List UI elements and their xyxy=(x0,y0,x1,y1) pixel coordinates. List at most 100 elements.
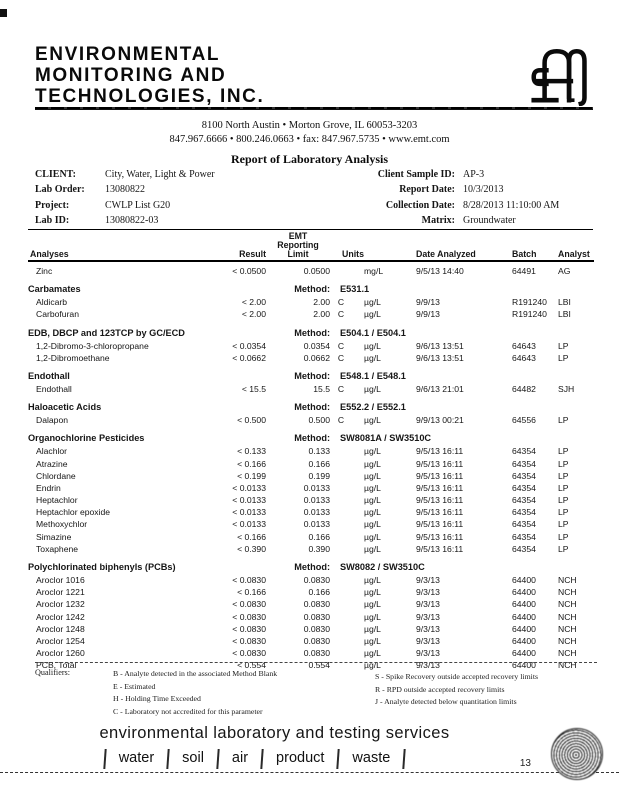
analyte-name: 1,2-Dibromo-3-chloropropane xyxy=(36,340,149,351)
analyte-date-analyzed: 9/5/13 16:11 xyxy=(416,470,464,481)
analyte-units: µg/L xyxy=(364,340,381,351)
footer-tab-label: product xyxy=(276,750,325,766)
footer-tab-cell: water xyxy=(102,748,167,769)
analyte-batch: R191240 xyxy=(512,297,547,308)
col-header-batch: Batch xyxy=(512,249,537,259)
analyte-analyst: LP xyxy=(558,519,569,530)
analyte-name: Aroclor 1016 xyxy=(36,575,85,585)
analyte-analyst: LP xyxy=(558,352,569,363)
analyte-analyst: NCH xyxy=(558,623,577,634)
info-label: Matrix: xyxy=(421,215,455,227)
analyte-name: Aroclor 1260 xyxy=(36,648,85,659)
analyte-date-analyzed: 9/5/13 16:11 xyxy=(416,519,464,530)
analyte-analyst: LP xyxy=(558,482,569,493)
sample-info-block: Client Sample ID: AP-3 Report Date: 10/3/2… xyxy=(315,167,595,229)
analyte-date-analyzed: 9/3/13 xyxy=(416,599,440,610)
analyte-analyst: LP xyxy=(558,470,569,481)
analyte-date-analyzed: 9/6/13 13:51 xyxy=(416,340,464,351)
section-title: Haloacetic Acids xyxy=(28,402,102,413)
section-title: Organochlorine Pesticides xyxy=(28,433,145,444)
analyte-qualifier xyxy=(330,543,352,555)
analyte-reporting-limit: 0.166 xyxy=(308,587,330,598)
analyte-batch: 64482 xyxy=(512,383,536,394)
info-label: Report Date: xyxy=(399,184,455,196)
analyte-row: Aroclor 1221 < 0.166 0.166 µg/L 9/3/13 6… xyxy=(28,586,594,598)
section-title: Carbamates xyxy=(28,284,81,295)
analyte-reporting-limit: 2.00 xyxy=(313,297,330,308)
footer-divider xyxy=(0,772,619,773)
analysis-section: Organochlorine Pesticides Method: SW8081… xyxy=(28,432,594,555)
col-header-limit-line: EMT xyxy=(288,231,308,241)
analyte-batch: 64354 xyxy=(512,531,536,542)
analyte-name: Dalapon xyxy=(36,415,69,426)
analyte-date-analyzed: 9/3/13 xyxy=(416,648,440,659)
analyte-row: Endothall < 15.5 15.5 C µg/L 9/6/13 21:0… xyxy=(28,383,594,395)
analyte-date-analyzed: 9/3/13 xyxy=(416,660,440,671)
section-rows: Endothall < 15.5 15.5 C µg/L 9/6/13 21:0… xyxy=(28,383,594,395)
method-label: Method: xyxy=(294,402,330,413)
analyte-units: µg/L xyxy=(364,519,381,530)
analyte-result: < 2.00 xyxy=(241,297,266,308)
analyte-row: Endrin < 0.0133 0.0133 µg/L 9/5/13 16:11… xyxy=(28,482,594,494)
section-header-row: Organochlorine Pesticides Method: SW8081… xyxy=(28,432,594,445)
analyte-qualifier: C xyxy=(337,309,345,320)
analyte-batch: 64400 xyxy=(512,648,536,659)
info-value: City, Water, Light & Power xyxy=(105,169,215,180)
analyte-batch: 64643 xyxy=(512,340,536,351)
section-rows: Aroclor 1016 < 0.0830 0.0830 µg/L 9/3/13… xyxy=(28,574,594,672)
analyte-date-analyzed: 9/3/13 xyxy=(416,611,440,622)
results-header-row: Analyses Result EMT Reporting Limit Unit… xyxy=(28,232,594,260)
analyte-units: µg/L xyxy=(364,611,381,622)
certification-seal-icon xyxy=(551,728,603,780)
footer-tab-cell: waste xyxy=(336,748,403,769)
analyte-analyst: NCH xyxy=(558,587,577,598)
analyte-row: Aroclor 1242 < 0.0830 0.0830 µg/L 9/3/13… xyxy=(28,611,594,623)
footer-tabs-row: water soil air product xyxy=(102,748,404,769)
info-row: Lab Order: 13080822 xyxy=(35,182,325,197)
analyte-qualifier xyxy=(330,586,352,598)
section-header-row: Haloacetic Acids Method: E552.2 / E552.1 xyxy=(28,401,594,414)
analyte-name: Aroclor 1248 xyxy=(36,623,85,634)
analyte-units: µg/L xyxy=(364,495,381,506)
analyte-qualifier xyxy=(330,611,352,623)
method-label: Method: xyxy=(294,284,330,295)
analyte-row: Methoxychlor < 0.0133 0.0133 µg/L 9/5/13… xyxy=(28,518,594,530)
company-name-line: ENVIRONMENTAL xyxy=(35,44,221,65)
analyte-result: < 0.0662 xyxy=(232,352,266,363)
section-header-row: EDB, DBCP and 123TCP by GC/ECD Method: E… xyxy=(28,327,594,340)
analyte-reporting-limit: 0.133 xyxy=(308,446,330,457)
method-label: Method: xyxy=(294,327,330,338)
qualifiers-right-column: S - Spike Recovery outside accepted reco… xyxy=(375,668,597,718)
info-divider xyxy=(28,229,593,230)
analyte-units: mg/L xyxy=(364,266,384,276)
analyte-analyst: LP xyxy=(558,446,569,457)
analyte-name: Methoxychlor xyxy=(36,519,88,530)
analyte-date-analyzed: 9/3/13 xyxy=(416,587,440,598)
company-name-line: TECHNOLOGIES, INC. xyxy=(35,86,265,107)
analysis-section: Polychlorinated biphenyls (PCBs) Method:… xyxy=(28,561,594,672)
analyte-row: Aroclor 1254 < 0.0830 0.0830 µg/L 9/3/13… xyxy=(28,635,594,647)
analyte-result: < 15.5 xyxy=(241,383,266,394)
info-row: Lab ID: 13080822-03 xyxy=(35,213,325,228)
analyte-date-analyzed: 9/6/13 21:01 xyxy=(416,383,464,394)
analyte-reporting-limit: 0.0830 xyxy=(303,611,330,622)
analyte-result: < 0.133 xyxy=(237,446,266,457)
col-header-limit-line: Limit xyxy=(287,249,309,259)
analyte-reporting-limit: 15.5 xyxy=(313,383,330,394)
analyte-result: < 0.0830 xyxy=(232,623,266,634)
analyte-date-analyzed: 9/3/13 xyxy=(416,635,440,646)
analyte-qualifier xyxy=(330,470,352,482)
section-rows: Alachlor < 0.133 0.133 µg/L 9/5/13 16:11… xyxy=(28,445,594,555)
col-header-analyses: Analyses xyxy=(30,249,69,259)
analyte-result: < 0.0133 xyxy=(232,519,266,530)
method-label: Method: xyxy=(294,433,330,444)
results-sections: Method: Zinc < 0.0500 0.0500 mg/L xyxy=(28,265,594,672)
analyte-name: Atrazine xyxy=(36,458,68,469)
footer-tab-label: water xyxy=(118,750,155,766)
page-number: 13 xyxy=(519,758,531,769)
analyte-batch: 64400 xyxy=(512,599,536,610)
info-label: Client Sample ID: xyxy=(377,169,455,180)
analyte-units: µg/L xyxy=(364,415,381,426)
section-rows: Dalapon < 0.500 0.500 C µg/L 9/9/13 00:2… xyxy=(28,414,594,426)
